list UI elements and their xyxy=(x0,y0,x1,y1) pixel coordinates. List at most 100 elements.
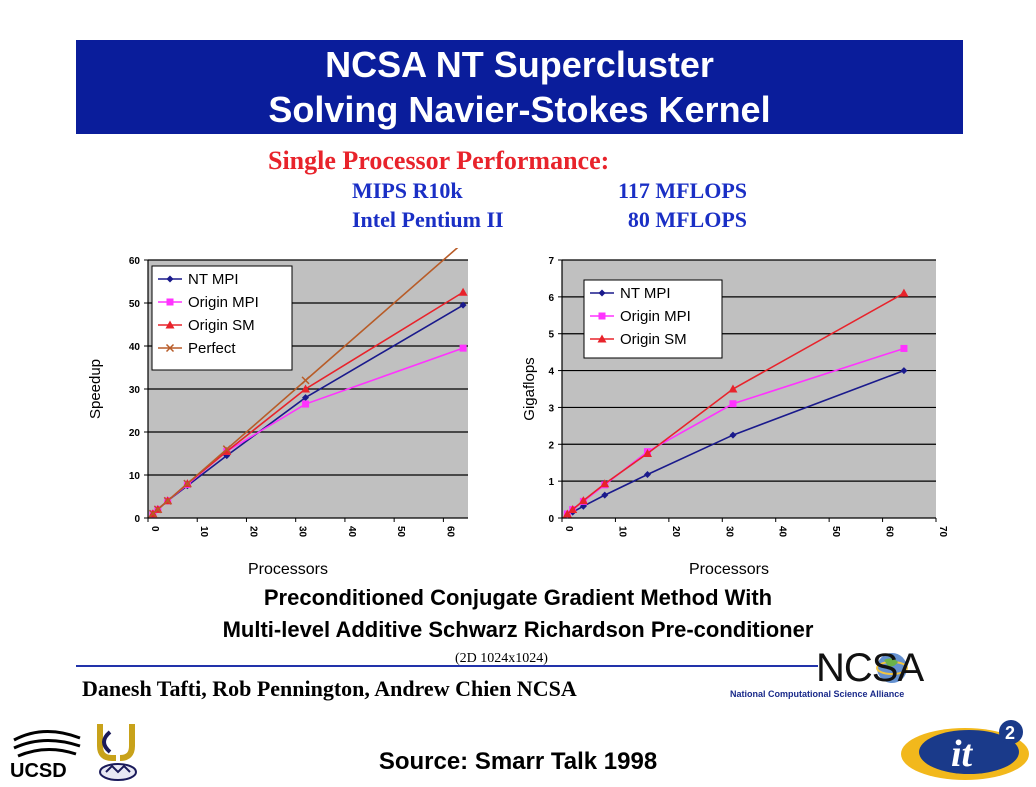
legend-item: NT MPI xyxy=(158,271,239,288)
divider-rule xyxy=(76,665,818,667)
data-point xyxy=(900,344,908,352)
legend-marker xyxy=(166,298,174,306)
data-point xyxy=(578,496,588,505)
x-tick-label: 20 xyxy=(247,526,258,538)
x-axis-label: Processors xyxy=(248,561,328,578)
legend-label: NT MPI xyxy=(188,271,239,288)
legend-label: Origin SM xyxy=(620,331,687,348)
data-point xyxy=(163,496,172,505)
processor-name: Intel Pentium II xyxy=(352,207,504,232)
y-tick-label: 1 xyxy=(548,477,554,488)
data-point xyxy=(459,301,467,309)
legend-item: NT MPI xyxy=(590,285,671,302)
data-point xyxy=(568,505,578,514)
ncsa-globe-icon xyxy=(876,653,908,683)
y-tick-label: 20 xyxy=(129,428,141,439)
series-origin-sm xyxy=(562,288,909,518)
x-tick-label: 50 xyxy=(395,526,406,538)
y-tick-label: 3 xyxy=(548,403,554,414)
data-point xyxy=(562,509,572,518)
legend-item: Origin MPI xyxy=(158,294,259,311)
data-point xyxy=(458,287,468,296)
processor-name: MIPS R10k xyxy=(352,178,463,203)
data-point xyxy=(642,449,652,457)
source-caption: Source: Smarr Talk 1998 xyxy=(378,748,658,775)
legend-marker xyxy=(598,289,606,297)
authors-line: Danesh Tafti, Rob Pennington, Andrew Chi… xyxy=(82,676,577,701)
title-banner: NCSA NT Supercluster Solving Navier-Stok… xyxy=(76,40,963,134)
x-tick-label: 0 xyxy=(149,526,160,532)
y-tick-label: 5 xyxy=(548,330,554,341)
x-tick-label: 60 xyxy=(444,526,455,538)
method-line2: Multi-level Additive Schwarz Richardson … xyxy=(222,617,814,642)
x-tick-label: 40 xyxy=(346,526,357,538)
legend-marker xyxy=(597,334,607,343)
legend-marker xyxy=(165,343,175,353)
legend-label: Perfect xyxy=(188,340,236,357)
y-tick-label: 6 xyxy=(548,293,554,304)
data-point xyxy=(301,376,310,385)
legend-item: Perfect xyxy=(158,340,236,357)
ncsa-logo-text: NCSA xyxy=(816,646,924,690)
single-processor-row: MIPS R10k 117 MFLOPS xyxy=(352,178,747,208)
legend-box xyxy=(151,265,293,371)
legend-label: Origin MPI xyxy=(188,294,259,311)
processor-mflops: 117 MFLOPS xyxy=(618,178,747,203)
data-point xyxy=(600,479,610,488)
legend-item: Origin MPI xyxy=(590,308,691,325)
svg-text:it: it xyxy=(951,733,974,775)
x-tick-label: 10 xyxy=(616,526,627,538)
legend: NT MPI Origin MPI Origin SM xyxy=(583,279,723,359)
x-tick-label: 60 xyxy=(884,526,895,538)
y-axis-label: Gigaflops xyxy=(521,357,538,420)
data-point xyxy=(302,400,310,408)
y-tick-label: 10 xyxy=(129,471,141,482)
x-tick-label: 30 xyxy=(297,526,308,538)
legend-label: NT MPI xyxy=(620,285,671,302)
legend-item: Origin SM xyxy=(590,331,687,348)
x-axis-label: Processors xyxy=(689,561,769,578)
data-point xyxy=(459,344,467,352)
uc-seal-icon xyxy=(97,724,137,781)
data-point xyxy=(899,288,909,297)
grid-size-note: (2D 1024x1024) xyxy=(455,651,548,666)
y-tick-label: 50 xyxy=(129,299,141,310)
y-tick-label: 2 xyxy=(548,440,554,451)
data-point xyxy=(222,445,231,454)
y-axis-label: Speedup xyxy=(87,359,104,419)
ucsd-logo-icon xyxy=(13,729,81,758)
y-tick-label: 0 xyxy=(548,514,554,525)
x-tick-label: 0 xyxy=(563,526,574,532)
y-tick-label: 4 xyxy=(548,367,554,378)
legend-marker xyxy=(166,275,174,283)
data-point xyxy=(301,384,311,393)
banner-title-line1: NCSA NT Supercluster xyxy=(325,44,714,85)
y-tick-label: 0 xyxy=(134,514,140,525)
x-tick-label: 20 xyxy=(670,526,681,538)
svg-text:2: 2 xyxy=(1005,723,1015,743)
legend: NT MPI Origin MPI Origin SM Perfect xyxy=(151,265,293,371)
legend-marker xyxy=(598,312,606,320)
y-tick-label: 60 xyxy=(129,256,141,267)
y-tick-label: 30 xyxy=(129,385,141,396)
data-point xyxy=(222,446,232,455)
data-point xyxy=(183,479,192,488)
x-tick-label: 50 xyxy=(830,526,841,538)
legend-label: Origin SM xyxy=(188,317,255,334)
speedup-chart: 0 10 20 30 40 50 60 0 10 20 30 40 50 60 Processors Spee… xyxy=(87,248,468,578)
banner-title-line2: Solving Navier-Stokes Kernel xyxy=(268,89,771,130)
y-tick-label: 7 xyxy=(548,256,554,267)
data-point xyxy=(900,367,908,375)
x-tick-label: 70 xyxy=(937,526,948,538)
data-point xyxy=(729,431,737,439)
x-tick-label: 30 xyxy=(723,526,734,538)
data-point xyxy=(153,505,162,514)
legend-item: Origin SM xyxy=(158,317,255,334)
legend-marker xyxy=(165,320,175,329)
it2-logo-icon: it 2 xyxy=(901,720,1029,780)
ucsd-wordmark: UCSD xyxy=(10,760,67,782)
ncsa-subtitle: National Computational Science Alliance xyxy=(730,689,905,699)
x-tick-label: 10 xyxy=(198,526,209,538)
single-processor-title: Single Processor Performance: xyxy=(268,146,610,175)
